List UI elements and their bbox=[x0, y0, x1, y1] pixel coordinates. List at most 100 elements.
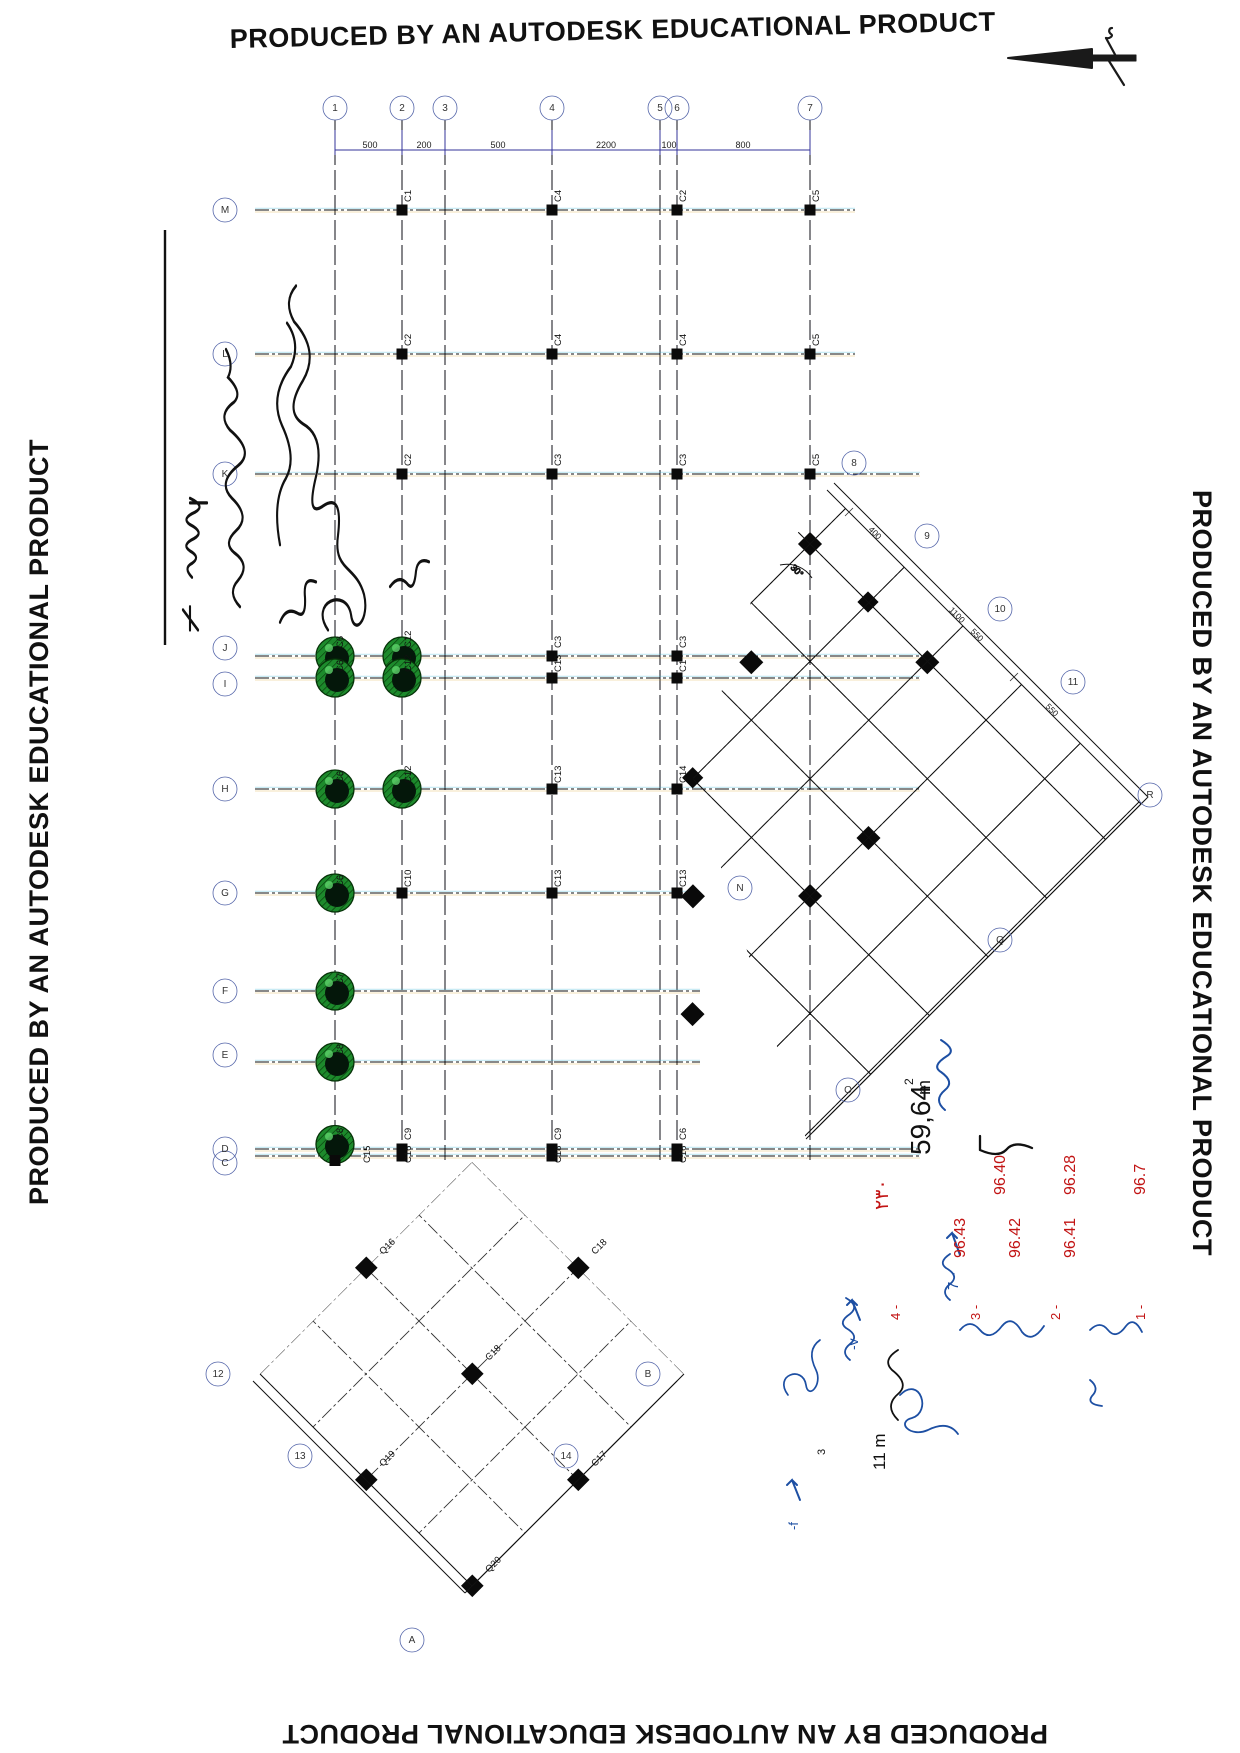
svg-text:Q: Q bbox=[996, 935, 1004, 946]
svg-text:C9: C9 bbox=[403, 1128, 414, 1140]
svg-text:550: 550 bbox=[1044, 701, 1061, 718]
svg-text:PRODUCED BY AN AUTODESK EDUCAT: PRODUCED BY AN AUTODESK EDUCATIONAL PROD… bbox=[1187, 490, 1217, 1256]
svg-text:4: 4 bbox=[549, 103, 555, 114]
svg-text:C4: C4 bbox=[678, 334, 689, 346]
svg-text:800: 800 bbox=[735, 140, 750, 150]
svg-text:1 -: 1 - bbox=[1133, 1305, 1148, 1320]
svg-text:F: F bbox=[222, 986, 228, 997]
svg-text:H: H bbox=[221, 784, 228, 795]
svg-text:8: 8 bbox=[851, 458, 857, 469]
svg-text:100: 100 bbox=[661, 140, 676, 150]
svg-text:C12: C12 bbox=[403, 766, 414, 783]
svg-text:96.40: 96.40 bbox=[992, 1155, 1009, 1195]
svg-text:C7: C7 bbox=[335, 973, 346, 985]
svg-text:11 m: 11 m bbox=[870, 1433, 889, 1470]
svg-text:C6: C6 bbox=[335, 660, 346, 672]
svg-text:C2: C2 bbox=[678, 190, 689, 202]
svg-text:m: m bbox=[914, 1080, 934, 1095]
svg-text:C2: C2 bbox=[403, 334, 414, 346]
svg-text:C13: C13 bbox=[678, 870, 689, 887]
svg-text:2 -: 2 - bbox=[1048, 1305, 1063, 1320]
svg-text:C5: C5 bbox=[811, 454, 822, 466]
svg-text:400: 400 bbox=[867, 524, 884, 541]
svg-text:7: 7 bbox=[807, 103, 813, 114]
svg-text:C16: C16 bbox=[678, 1146, 689, 1163]
svg-text:1: 1 bbox=[332, 103, 338, 114]
svg-text:C9: C9 bbox=[553, 1128, 564, 1140]
svg-text:Q16: Q16 bbox=[377, 1237, 397, 1257]
svg-text:550: 550 bbox=[969, 626, 986, 643]
svg-text:9: 9 bbox=[924, 531, 930, 542]
svg-text:PRODUCED BY AN AUTODESK EDUCAT: PRODUCED BY AN AUTODESK EDUCATIONAL PROD… bbox=[24, 439, 54, 1205]
svg-text:13: 13 bbox=[294, 1451, 306, 1462]
svg-text:6: 6 bbox=[674, 103, 680, 114]
svg-text:C15: C15 bbox=[362, 1146, 373, 1163]
svg-text:C8: C8 bbox=[335, 1044, 346, 1056]
svg-text:2: 2 bbox=[399, 103, 405, 114]
svg-text:200: 200 bbox=[416, 140, 431, 150]
svg-text:C12: C12 bbox=[403, 655, 414, 672]
svg-text:96.42: 96.42 bbox=[1007, 1218, 1024, 1258]
svg-text:96.43: 96.43 bbox=[952, 1218, 969, 1258]
svg-text:E: E bbox=[222, 1050, 229, 1061]
svg-text:G: G bbox=[221, 888, 229, 899]
svg-text:C1: C1 bbox=[678, 660, 689, 672]
svg-text:C4: C4 bbox=[553, 334, 564, 346]
svg-text:C18: C18 bbox=[553, 1146, 564, 1163]
svg-text:C6: C6 bbox=[335, 875, 346, 887]
svg-text:PRODUCED BY AN AUTODESK EDUCAT: PRODUCED BY AN AUTODESK EDUCATIONAL PROD… bbox=[229, 7, 996, 54]
svg-text:PRODUCED BY AN AUTODESK EDUCAT: PRODUCED BY AN AUTODESK EDUCATIONAL PROD… bbox=[282, 1719, 1048, 1749]
svg-text:C5: C5 bbox=[811, 334, 822, 346]
svg-text:96.41: 96.41 bbox=[1062, 1218, 1079, 1258]
svg-text:۲۳۰: ۲۳۰ bbox=[872, 1179, 893, 1210]
svg-text:C18: C18 bbox=[589, 1237, 609, 1257]
svg-text:I: I bbox=[224, 679, 227, 690]
svg-text:C3: C3 bbox=[553, 454, 564, 466]
svg-text:B: B bbox=[645, 1369, 652, 1380]
svg-text:N: N bbox=[736, 883, 743, 894]
svg-text:2: 2 bbox=[902, 1078, 916, 1085]
svg-text:J: J bbox=[223, 643, 228, 654]
svg-text:C3: C3 bbox=[678, 636, 689, 648]
svg-text:C8: C8 bbox=[335, 1128, 346, 1140]
svg-text:C10: C10 bbox=[403, 870, 414, 887]
svg-text:O: O bbox=[844, 1085, 852, 1096]
svg-text:-f: -f bbox=[786, 1522, 801, 1530]
svg-text:11: 11 bbox=[1068, 677, 1079, 688]
svg-text:C6: C6 bbox=[335, 636, 346, 648]
svg-text:500: 500 bbox=[362, 140, 377, 150]
svg-text:C14: C14 bbox=[678, 766, 689, 783]
svg-text:14: 14 bbox=[560, 1451, 572, 1462]
svg-text:R: R bbox=[1146, 790, 1153, 801]
svg-text:1100: 1100 bbox=[947, 605, 967, 625]
svg-text:C12: C12 bbox=[403, 631, 414, 648]
svg-text:3: 3 bbox=[816, 1449, 828, 1455]
svg-text:C3: C3 bbox=[553, 636, 564, 648]
svg-text:12: 12 bbox=[212, 1369, 224, 1380]
svg-text:C4: C4 bbox=[553, 190, 564, 202]
svg-text:C3: C3 bbox=[678, 454, 689, 466]
svg-text:2200: 2200 bbox=[596, 140, 616, 150]
svg-text:M: M bbox=[221, 205, 229, 216]
svg-text:96.7: 96.7 bbox=[1132, 1164, 1149, 1195]
svg-text:C13: C13 bbox=[553, 655, 564, 672]
svg-text:C6: C6 bbox=[335, 771, 346, 783]
svg-text:500: 500 bbox=[490, 140, 505, 150]
svg-text:5: 5 bbox=[657, 103, 663, 114]
svg-text:C1: C1 bbox=[403, 190, 414, 202]
svg-text:A: A bbox=[409, 1635, 416, 1646]
svg-text:D: D bbox=[221, 1144, 228, 1155]
svg-text:C6: C6 bbox=[678, 1128, 689, 1140]
svg-text:4 -: 4 - bbox=[888, 1305, 903, 1320]
svg-text:C13: C13 bbox=[553, 766, 564, 783]
svg-text:3 -: 3 - bbox=[968, 1305, 983, 1320]
svg-text:C2: C2 bbox=[403, 454, 414, 466]
svg-text:C5: C5 bbox=[811, 190, 822, 202]
svg-text:C13: C13 bbox=[553, 870, 564, 887]
svg-text:3: 3 bbox=[442, 103, 448, 114]
svg-text:Q19: Q19 bbox=[377, 1449, 397, 1469]
svg-text:C16: C16 bbox=[403, 1146, 414, 1163]
svg-text:96.28: 96.28 bbox=[1062, 1155, 1079, 1195]
svg-text:C: C bbox=[221, 1158, 228, 1169]
svg-text:10: 10 bbox=[994, 604, 1006, 615]
